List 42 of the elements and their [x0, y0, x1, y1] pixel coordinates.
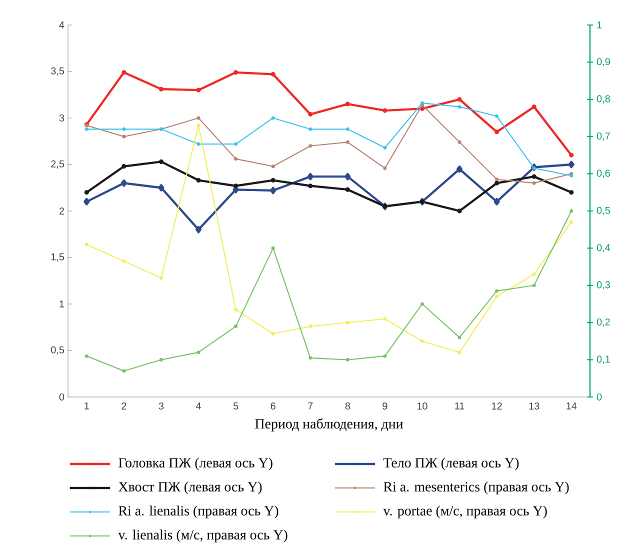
x-axis-title: Период наблюдения, дни [255, 418, 403, 432]
legend-label: Тело ПЖ (левая ось Y) [383, 458, 519, 470]
legend-label: Хвост ПЖ (левая ось Y) [118, 482, 262, 494]
x-tick-label: 14 [566, 402, 577, 410]
y2-tick-label: 0,7 [596, 132, 610, 141]
y2-tick-label: 0,9 [596, 58, 610, 66]
legend-label: Ri a. lienalis (правая ось Y) [118, 506, 278, 518]
legend-label: Ri a. mesenterics (правая ось Y) [384, 482, 569, 494]
x-tick-label: 9 [382, 402, 388, 410]
x-tick-label: 5 [233, 402, 238, 410]
y2-tick-label: 0,4 [596, 244, 610, 252]
y-tick-label: 0 [59, 393, 64, 401]
x-tick-label: 13 [529, 402, 540, 410]
y-tick-label: 2 [59, 208, 64, 214]
x-tick-label: 8 [345, 402, 350, 410]
x-tick-label: 11 [455, 402, 464, 410]
legend-label: v. portae (м/с, правая ось Y) [383, 506, 547, 518]
y-tick-label: 3,5 [51, 67, 64, 76]
y2-tick-label: 0 [596, 393, 602, 401]
x-tick-label: 3 [158, 402, 164, 410]
x-tick-label: 12 [492, 402, 502, 410]
y-tick-label: 0,5 [51, 346, 64, 355]
y2-tick-label: 0,6 [596, 170, 610, 178]
x-tick-label: 2 [122, 402, 126, 410]
y-tick-label: 3 [59, 114, 64, 122]
y2-tick-label: 0,1 [596, 356, 610, 364]
x-tick-label: 6 [270, 402, 276, 410]
y-tick-label: 2,5 [51, 160, 64, 169]
legend-label: v. lienalis (м/с, правая ось Y) [118, 530, 288, 542]
y2-tick-label: 0,2 [596, 318, 610, 327]
y2-tick-label: 0,8 [596, 95, 610, 104]
y2-tick-label: 1 [597, 22, 602, 28]
x-tick-label: 7 [308, 402, 313, 410]
y-tick-label: 1 [60, 300, 64, 308]
legend-label: Головка ПЖ (левая ось Y) [118, 458, 272, 470]
x-tick-label: 1 [84, 402, 89, 410]
x-tick-label: 10 [417, 402, 428, 410]
y2-tick-label: 0,3 [596, 281, 610, 290]
x-tick-label: 4 [196, 402, 201, 410]
y-tick-label: 4 [59, 22, 64, 28]
y2-tick-label: 0,5 [596, 206, 610, 216]
y-tick-label: 1,5 [51, 253, 64, 262]
